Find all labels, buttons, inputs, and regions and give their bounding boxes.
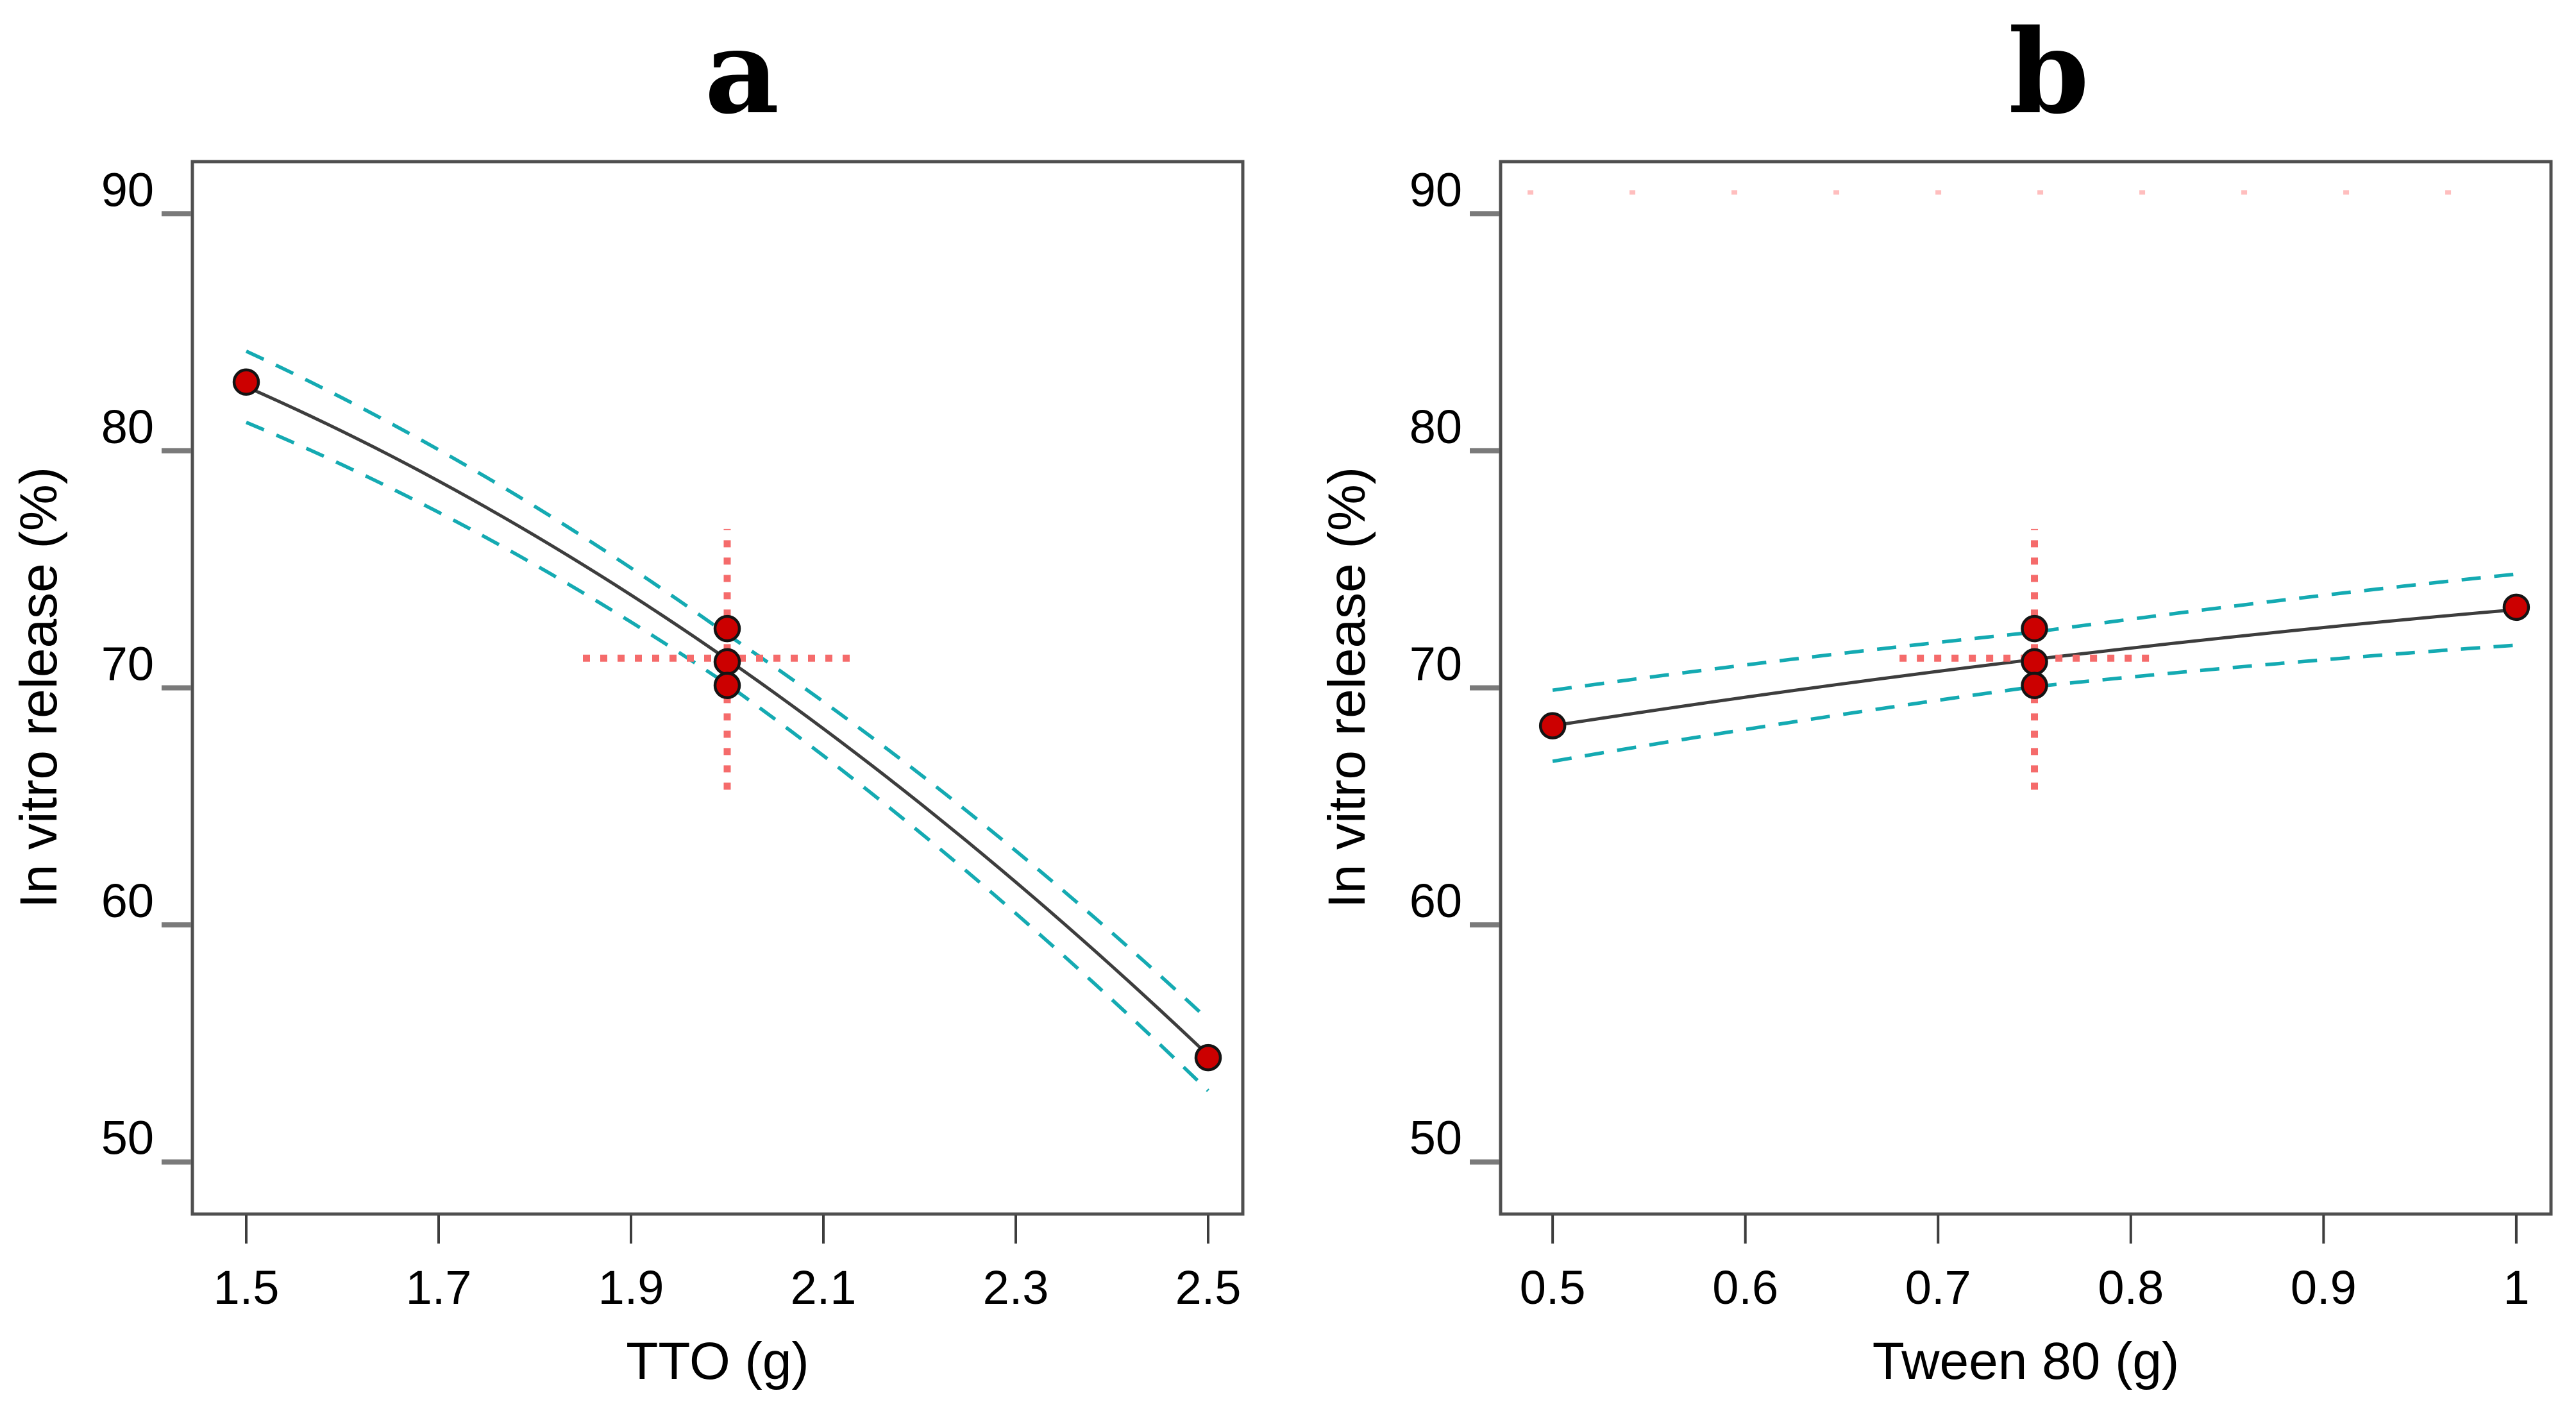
x-tick-label: 0.6 [1712, 1261, 1778, 1314]
panel-b-x-axis-title: Tween 80 (g) [1873, 1332, 2180, 1390]
data-point [2021, 648, 2048, 676]
panel-b-letter: b [2008, 4, 2089, 140]
x-tick-label: 0.5 [1520, 1261, 1586, 1314]
y-tick-label: 50 [101, 1111, 154, 1165]
x-tick-label: 0.9 [2291, 1261, 2357, 1314]
x-tick-label: 2.5 [1175, 1261, 1242, 1314]
x-tick-label: 1.7 [406, 1261, 472, 1314]
x-tick-label: 0.7 [1905, 1261, 1971, 1314]
y-tick-label: 50 [1410, 1111, 1462, 1165]
data-point [2502, 593, 2530, 621]
data-point [232, 368, 260, 396]
y-tick-label: 80 [101, 400, 154, 453]
x-tick-label: 2.3 [983, 1261, 1049, 1314]
panel-b-plot: 0.5 0.6 0.7 0.8 0.9 1 50 60 70 80 90 [1410, 160, 2553, 1314]
plot-box [1499, 160, 2553, 1216]
panel-a-y-axis-title: In vitro release (%) [10, 467, 68, 908]
x-tick-label: 1 [2503, 1261, 2529, 1314]
y-tick-label: 90 [101, 163, 154, 216]
data-point [2021, 671, 2048, 700]
panel-a-letter: a [705, 4, 780, 140]
y-tick-label: 70 [1410, 637, 1462, 691]
panel-a-x-axis-title: TTO (g) [626, 1332, 809, 1390]
panel-a-plot: 1.5 1.7 1.9 2.1 2.3 2.5 50 60 70 80 90 [101, 160, 1245, 1314]
fit-line [245, 385, 1209, 1057]
y-tick-label: 60 [1410, 874, 1462, 927]
x-tick-label: 0.8 [2098, 1261, 2164, 1314]
y-tick-label: 90 [1410, 163, 1462, 216]
x-tick-label: 1.9 [598, 1261, 664, 1314]
panel-b-y-axis-title: In vitro release (%) [1318, 467, 1376, 908]
plot-box [190, 160, 1245, 1216]
confidence-band-lower [245, 421, 1209, 1092]
data-point [2021, 614, 2048, 643]
data-point [1194, 1043, 1222, 1072]
data-point [713, 614, 741, 643]
data-point [713, 648, 741, 676]
y-tick-label: 70 [101, 637, 154, 691]
y-tick-label: 80 [1410, 400, 1462, 453]
data-point [713, 671, 741, 700]
x-tick-label: 1.5 [214, 1261, 280, 1314]
data-point [1538, 712, 1567, 739]
x-tick-label: 2.1 [791, 1261, 857, 1314]
y-tick-label: 60 [101, 874, 154, 927]
